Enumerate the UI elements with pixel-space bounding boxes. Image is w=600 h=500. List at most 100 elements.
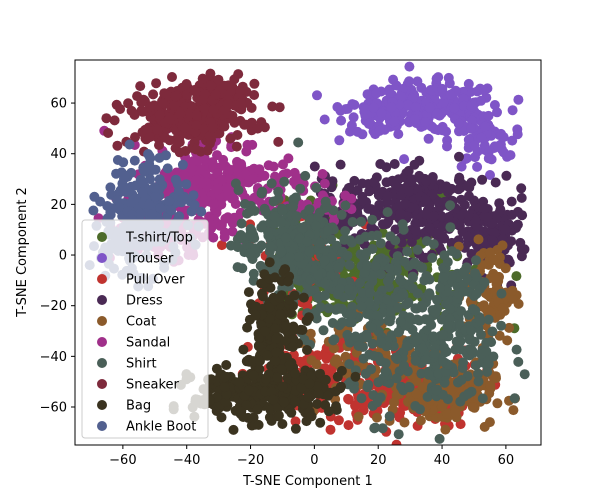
data-point <box>129 155 140 166</box>
data-point <box>250 310 261 321</box>
data-point <box>357 288 368 298</box>
data-point <box>459 100 469 111</box>
legend-label: Trouser <box>125 252 174 267</box>
data-point <box>347 309 358 320</box>
data-point <box>276 246 287 257</box>
data-point <box>390 224 401 235</box>
data-point <box>503 254 514 265</box>
y-tick-label: 0 <box>59 249 67 264</box>
x-tick-label: 60 <box>498 453 515 468</box>
data-point <box>410 355 421 366</box>
data-point <box>416 262 427 273</box>
data-point <box>181 179 192 190</box>
data-point <box>311 359 322 370</box>
data-point <box>472 86 483 97</box>
legend-marker <box>97 337 107 347</box>
data-point <box>453 175 464 185</box>
data-point <box>221 183 232 194</box>
data-point <box>296 382 307 393</box>
data-point <box>507 285 518 296</box>
data-point <box>270 355 281 366</box>
legend-label: Dress <box>126 294 163 309</box>
data-point <box>222 190 233 201</box>
data-point <box>198 94 209 105</box>
data-point <box>363 379 374 390</box>
data-point <box>293 137 304 148</box>
data-point <box>242 322 253 333</box>
data-point <box>416 300 427 311</box>
data-point <box>229 74 240 85</box>
data-point <box>317 169 328 179</box>
data-point <box>449 102 460 113</box>
data-point <box>412 334 423 345</box>
data-point <box>476 329 486 340</box>
data-point <box>88 205 99 216</box>
data-point <box>470 215 481 226</box>
data-point <box>268 196 279 207</box>
data-point <box>279 397 289 408</box>
data-point <box>382 217 393 228</box>
data-point <box>393 129 404 140</box>
data-point <box>375 392 386 403</box>
data-point <box>395 275 406 286</box>
data-point <box>135 81 146 92</box>
data-point <box>466 123 476 134</box>
data-point <box>430 307 441 318</box>
data-point <box>476 95 486 106</box>
data-point <box>361 260 372 271</box>
data-point <box>420 194 431 205</box>
data-point <box>384 411 395 422</box>
data-point <box>456 375 467 385</box>
data-point <box>439 250 450 261</box>
x-tick-label: −60 <box>109 453 136 468</box>
data-point <box>255 355 265 366</box>
data-point <box>508 405 519 416</box>
data-point <box>458 266 469 277</box>
data-point <box>344 284 354 295</box>
data-point <box>265 404 276 415</box>
data-point <box>388 74 399 85</box>
data-point <box>329 343 339 354</box>
data-point <box>312 213 323 223</box>
data-point <box>208 199 219 210</box>
data-point <box>189 85 199 96</box>
data-point <box>270 323 281 334</box>
data-point <box>450 344 461 355</box>
data-point <box>382 207 393 218</box>
data-point <box>392 354 403 365</box>
data-point <box>254 164 265 175</box>
data-point <box>395 208 406 219</box>
data-point <box>417 382 428 392</box>
data-point <box>481 337 492 348</box>
data-point <box>382 191 393 202</box>
data-point <box>249 90 260 100</box>
data-point <box>485 380 496 391</box>
data-point <box>384 316 395 327</box>
data-point <box>542 238 552 248</box>
data-point <box>301 315 312 326</box>
data-point <box>124 139 135 150</box>
data-point <box>319 255 330 266</box>
data-point <box>429 211 439 222</box>
data-point <box>289 167 300 178</box>
data-point <box>283 276 293 287</box>
data-point <box>254 333 264 343</box>
data-point <box>335 159 346 170</box>
data-point <box>238 344 249 355</box>
data-point <box>501 170 512 181</box>
data-point <box>446 183 457 194</box>
data-point <box>278 159 288 170</box>
legend-label: Sandal <box>126 336 170 351</box>
data-point <box>181 79 192 89</box>
data-point <box>349 175 360 186</box>
data-point <box>456 306 467 317</box>
data-point <box>438 272 449 283</box>
data-point <box>199 195 210 206</box>
data-point <box>249 205 260 216</box>
data-point <box>220 213 231 224</box>
data-point <box>479 203 490 214</box>
data-point <box>333 262 344 273</box>
data-point <box>357 195 368 206</box>
data-point <box>447 246 457 257</box>
data-point <box>403 165 414 176</box>
